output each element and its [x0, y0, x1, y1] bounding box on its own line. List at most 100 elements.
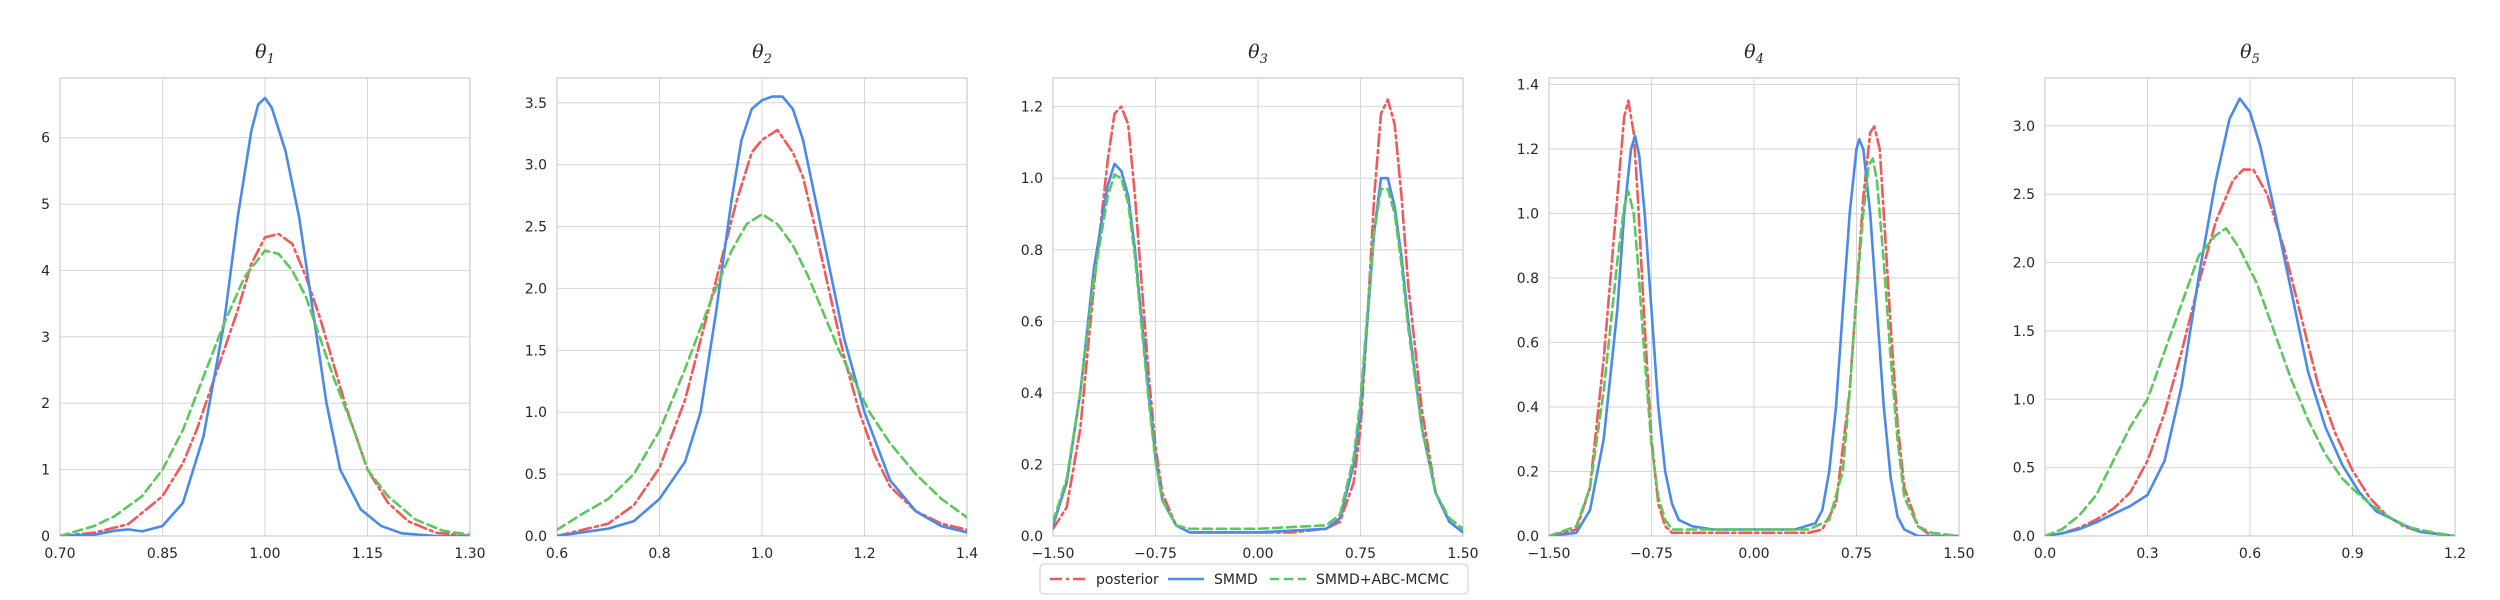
legend: posterior SMMD SMMD+ABC-MCMC — [1039, 563, 1469, 595]
panel-title: θ2 — [752, 41, 772, 67]
y-tick-label: 0.8 — [1021, 243, 1043, 259]
series-line-smmd-abc-mcmc — [1549, 157, 1959, 536]
y-tick-label: 6 — [41, 131, 50, 147]
series-line-posterior — [60, 232, 470, 536]
series-line-smmd-abc-mcmc — [60, 249, 470, 536]
y-tick-label: 1.2 — [1517, 142, 1539, 158]
y-tick-label: 1.0 — [2013, 392, 2035, 408]
panel-title-subscript: 5 — [2252, 52, 2260, 67]
y-tick-label: 1.4 — [1517, 77, 1539, 93]
series-line-smmd — [557, 95, 967, 536]
plot-frame — [1052, 77, 1464, 537]
panel-title: θ1 — [255, 41, 275, 67]
y-tick-label: 0.0 — [525, 529, 547, 545]
x-tick-label: 1.15 — [352, 546, 383, 562]
plot-frame — [59, 77, 471, 537]
x-tick-label: 1.2 — [853, 546, 875, 562]
x-tick-label: 1.30 — [454, 546, 485, 562]
y-tick-label: 1 — [41, 463, 50, 479]
y-tick-label: 1.5 — [2013, 324, 2035, 340]
x-tick-label: 0.9 — [2341, 546, 2363, 562]
panel-title-subscript: 1 — [267, 52, 275, 67]
y-tick-label: 0.0 — [1021, 529, 1043, 545]
x-tick-label: 0.0 — [2034, 546, 2056, 562]
y-tick-label: 3.0 — [525, 158, 547, 174]
x-tick-label: 1.2 — [2444, 546, 2466, 562]
x-tick-label: 1.50 — [1447, 546, 1478, 562]
panel-5: 0.0 0.3 0.6 0.9 1.2 0.0 0.5 1.0 1.5 2.0 2.5 3.0 θ5 — [2013, 41, 2466, 562]
legend-label: posterior — [1096, 572, 1159, 588]
series-line-posterior — [1549, 99, 1959, 536]
y-tick-label: 3.5 — [525, 96, 547, 112]
y-tick-label: 3.0 — [2013, 119, 2035, 135]
panel-title: θ4 — [1744, 41, 1764, 67]
y-tick-label: 2.5 — [525, 220, 547, 236]
y-tick-label: 2.5 — [2013, 187, 2035, 203]
x-tick-label: 0.85 — [147, 546, 178, 562]
panel-3: −1.50 −0.75 0.00 0.75 1.50 0.0 0.2 0.4 0.6 0.8 1.0… — [1021, 41, 1479, 562]
y-tick-label: 2 — [41, 396, 50, 412]
y-tick-label: 0.5 — [2013, 461, 2035, 477]
x-tick-label: −0.75 — [1630, 546, 1673, 562]
y-tick-label: 0.0 — [2013, 529, 2035, 545]
panel-1: 0.70 0.85 1.00 1.15 1.30 0 1 2 3 4 5 6 θ1 — [41, 41, 486, 562]
x-tick-label: 1.50 — [1943, 546, 1974, 562]
series-line-posterior — [2045, 168, 2455, 536]
y-tick-label: 5 — [41, 197, 50, 213]
y-tick-label: 0.2 — [1021, 457, 1043, 473]
x-tick-label: 0.75 — [1345, 546, 1376, 562]
y-tick-label: 0.2 — [1517, 464, 1539, 480]
panel-4: −1.50 −0.75 0.00 0.75 1.50 0.0 0.2 0.4 0.6 0.8 1.0… — [1517, 41, 1975, 562]
series-line-smmd-abc-mcmc — [2045, 227, 2455, 536]
y-tick-label: 1.0 — [525, 405, 547, 421]
x-tick-label: 0.75 — [1841, 546, 1872, 562]
series-line-smmd-abc-mcmc — [1053, 173, 1463, 531]
series-line-smmd — [2045, 97, 2455, 536]
y-tick-label: 0.8 — [1517, 271, 1539, 287]
panel-title: θ3 — [1248, 41, 1268, 67]
y-tick-label: 1.5 — [525, 343, 547, 359]
series-line-smmd-abc-mcmc — [557, 212, 967, 532]
x-tick-label: 0.6 — [2239, 546, 2261, 562]
x-tick-label: 0.3 — [2136, 546, 2158, 562]
x-tick-label: 0.8 — [648, 546, 670, 562]
y-tick-label: 4 — [41, 263, 50, 279]
legend-label: SMMD — [1214, 572, 1258, 588]
y-tick-label: 0.6 — [1517, 335, 1539, 351]
y-tick-label: 0.6 — [1021, 314, 1043, 330]
y-tick-label: 0 — [41, 529, 50, 545]
plot-frame — [2044, 77, 2456, 537]
y-tick-label: 1.2 — [1021, 100, 1043, 116]
x-tick-label: 0.6 — [546, 546, 568, 562]
x-tick-label: 0.00 — [1738, 546, 1769, 562]
legend-box — [1039, 563, 1469, 595]
panel-2: 0.6 0.8 1.0 1.2 1.4 0.0 0.5 1.0 1.5 2.0 2.5 3.0 3.5 θ… — [525, 41, 978, 562]
y-tick-label: 0.4 — [1021, 386, 1043, 402]
y-tick-label: 3 — [41, 330, 50, 346]
panel-title: θ5 — [2240, 41, 2260, 67]
x-tick-label: 0.70 — [44, 546, 75, 562]
plot-frame — [1548, 77, 1960, 537]
series-line-posterior — [557, 128, 967, 536]
y-tick-label: 2.0 — [525, 281, 547, 297]
y-tick-label: 0.0 — [1517, 529, 1539, 545]
x-tick-label: 1.4 — [956, 546, 978, 562]
series-line-smmd — [60, 96, 470, 536]
x-tick-label: −1.50 — [1528, 546, 1571, 562]
panel-title-subscript: 3 — [1260, 52, 1268, 67]
y-tick-label: 0.4 — [1517, 400, 1539, 416]
y-tick-label: 1.0 — [1021, 171, 1043, 187]
y-tick-label: 0.5 — [525, 467, 547, 483]
x-tick-label: −1.50 — [1032, 546, 1075, 562]
x-tick-label: 1.00 — [249, 546, 280, 562]
panel-title-subscript: 2 — [763, 52, 772, 67]
plot-frame — [556, 77, 968, 537]
legend-label: SMMD+ABC-MCMC — [1316, 572, 1449, 588]
x-tick-label: −0.75 — [1134, 546, 1177, 562]
y-tick-label: 2.0 — [2013, 256, 2035, 272]
x-tick-label: 0.00 — [1242, 546, 1273, 562]
panel-title-subscript: 4 — [1755, 52, 1764, 67]
y-tick-label: 1.0 — [1517, 206, 1539, 222]
